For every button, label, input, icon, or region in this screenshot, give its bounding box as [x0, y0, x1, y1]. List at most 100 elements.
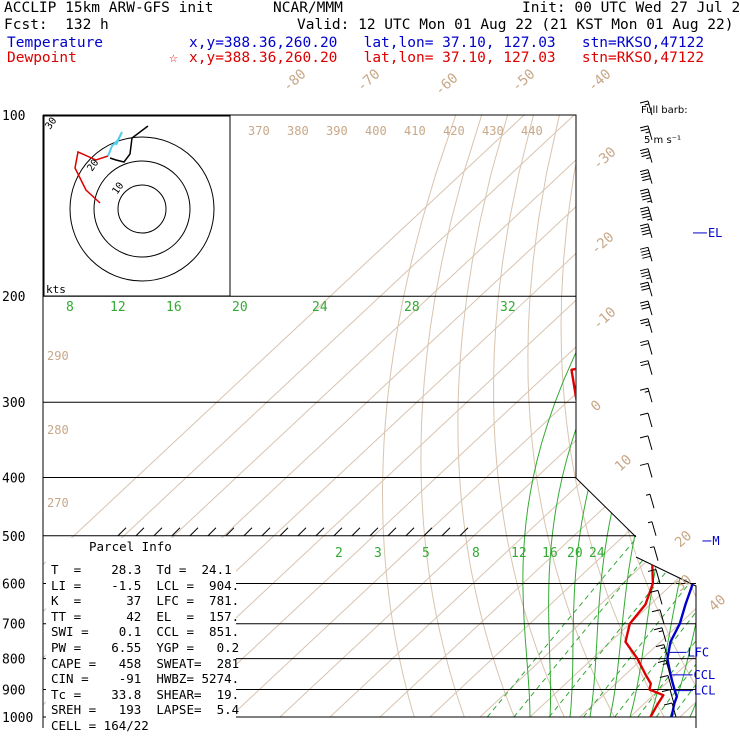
dry-adiabat-line: [420, 115, 483, 718]
dry-adiabat-line: [493, 115, 565, 718]
wind-barb: [639, 206, 653, 222]
header: ACCLIP 15km ARW-GFS init NCAR/MMM Init: …: [0, 0, 740, 70]
freezing-hatch: [423, 527, 433, 537]
barb-key-line2: 5 m s⁻¹: [644, 135, 681, 146]
wind-barb: [639, 387, 653, 403]
pressure-label: 200: [2, 290, 25, 305]
mixing-ratio-label: 5: [422, 546, 430, 561]
mixing-ratio-line: [614, 535, 696, 718]
mixing-ratio-line: [655, 535, 696, 718]
theta-label: 270: [47, 496, 69, 510]
mixing-ratio-label: 8: [472, 546, 480, 561]
isotherm-line: [529, 115, 696, 718]
moist-adiabat-line: [710, 296, 740, 717]
freezing-hatch: [261, 527, 271, 537]
isotherm-label: -70: [354, 66, 384, 95]
isotherm-line: [43, 115, 525, 718]
pressure-label: 300: [2, 396, 25, 411]
mixing-ratio-label: 12: [511, 546, 527, 561]
mixing-ratio-line: [583, 535, 696, 718]
wind-barb: [661, 689, 675, 704]
isotherm-label: 0: [588, 397, 605, 415]
mixing-ratio-line: [513, 535, 664, 718]
wind-barb: [639, 318, 653, 333]
parcel-row: SREH = 193 LAPSE= 5.4: [51, 702, 240, 718]
wind-barb: [649, 546, 659, 561]
isotherm-label: 20: [672, 528, 695, 551]
isotherm-label: 30: [672, 572, 695, 595]
theta-e-label: 32: [500, 300, 516, 315]
theta-e-label: 28: [404, 300, 420, 315]
mixing-ratio-label: 20: [567, 546, 583, 561]
freezing-hatch: [171, 527, 181, 537]
dry-adiabat-line: [527, 115, 615, 718]
theta-e-label: 16: [166, 300, 182, 315]
temperature-legend-label: Temperature: [7, 35, 104, 51]
parcel-row: SWI = 0.1 CCL = 851.: [51, 624, 240, 640]
moist-adiabat-line: [522, 295, 606, 718]
isotherm-label: -30: [590, 144, 620, 173]
wind-barb: [639, 462, 653, 478]
hodograph-unit-label: kts: [46, 283, 66, 296]
wind-barb: [639, 300, 653, 316]
isotherm-line: [229, 115, 696, 718]
freezing-hatch: [387, 527, 397, 537]
hodograph-ring: [117, 184, 167, 234]
pressure-label: 800: [2, 653, 25, 668]
freezing-hatch: [369, 527, 379, 537]
dry-adiabat-line: [683, 115, 696, 718]
isotherm-line: [179, 115, 696, 718]
parcel-row: K = 37 LFC = 781.: [51, 593, 240, 609]
theta-label: 420: [443, 124, 465, 138]
mixing-ratio-line: [548, 535, 696, 718]
dewpoint-star-marker: ☆: [169, 50, 178, 66]
pressure-label: 900: [2, 683, 25, 698]
theta-e-label: 8: [66, 300, 74, 315]
forecast-hour: Fcst: 132 h: [4, 17, 109, 33]
freezing-hatch: [297, 527, 307, 537]
wind-barb: [653, 627, 667, 642]
parcel-row: CIN = -91 HWBZ= 5274.: [51, 671, 240, 687]
chart-border-lower: [635, 556, 697, 728]
dewpoint-station-info: x,y=388.36,260.20 lat,lon= 37.10, 127.03…: [189, 50, 705, 66]
dry-adiabat-line: [560, 115, 665, 718]
wind-barb: [639, 148, 653, 163]
pressure-label: 700: [2, 618, 25, 633]
hodograph-ring: [93, 160, 191, 258]
parcel-row: CELL = 164/22: [51, 718, 149, 733]
hodograph-ring: [69, 136, 215, 282]
barb-key-line1: Full barb:: [641, 105, 688, 116]
valid-time: Valid: 12 UTC Mon 01 Aug 22 (21 KST Mon …: [297, 17, 734, 33]
pressure-label: 1000: [2, 711, 33, 726]
parcel-row: TT = 42 EL = 157.: [51, 608, 240, 624]
wind-barb: [639, 281, 653, 297]
freezing-hatch: [441, 527, 451, 537]
theta-label: 290: [47, 349, 69, 363]
theta-e-label: 12: [110, 300, 126, 315]
dry-adiabat-line: [654, 115, 696, 718]
isotherm-line: [43, 115, 575, 718]
dry-adiabat-line: [381, 115, 457, 718]
isotherm-label: 40: [706, 592, 729, 615]
isotherm-label: -10: [590, 304, 620, 333]
parcel-row: CAPE = 458 SWEAT= 281: [51, 655, 240, 671]
isotherm-line: [730, 115, 740, 717]
parcel-row: Tc = 33.8 SHEAR= 19.: [51, 686, 240, 702]
isotherm-label: -20: [588, 229, 618, 258]
wind-barb: [639, 125, 653, 141]
pressure-label: 600: [2, 577, 25, 592]
profile-line: [666, 115, 696, 718]
theta-label: 430: [482, 124, 504, 138]
freezing-hatch: [153, 527, 163, 537]
chart-border: [42, 114, 637, 728]
isotherm-line: [429, 115, 696, 718]
wind-barb: [639, 268, 653, 283]
freezing-hatch: [351, 527, 361, 537]
barb-key: Full barb: 5 m s⁻¹: [641, 86, 688, 156]
wind-barb: [639, 246, 653, 262]
freezing-hatch: [405, 527, 415, 537]
wind-barb: [639, 169, 653, 184]
pressure-label: 500: [2, 530, 25, 545]
parcel-info-box: Parcel Info T = 28.3 Td = 24.1 LI = -1.5…: [46, 538, 240, 734]
